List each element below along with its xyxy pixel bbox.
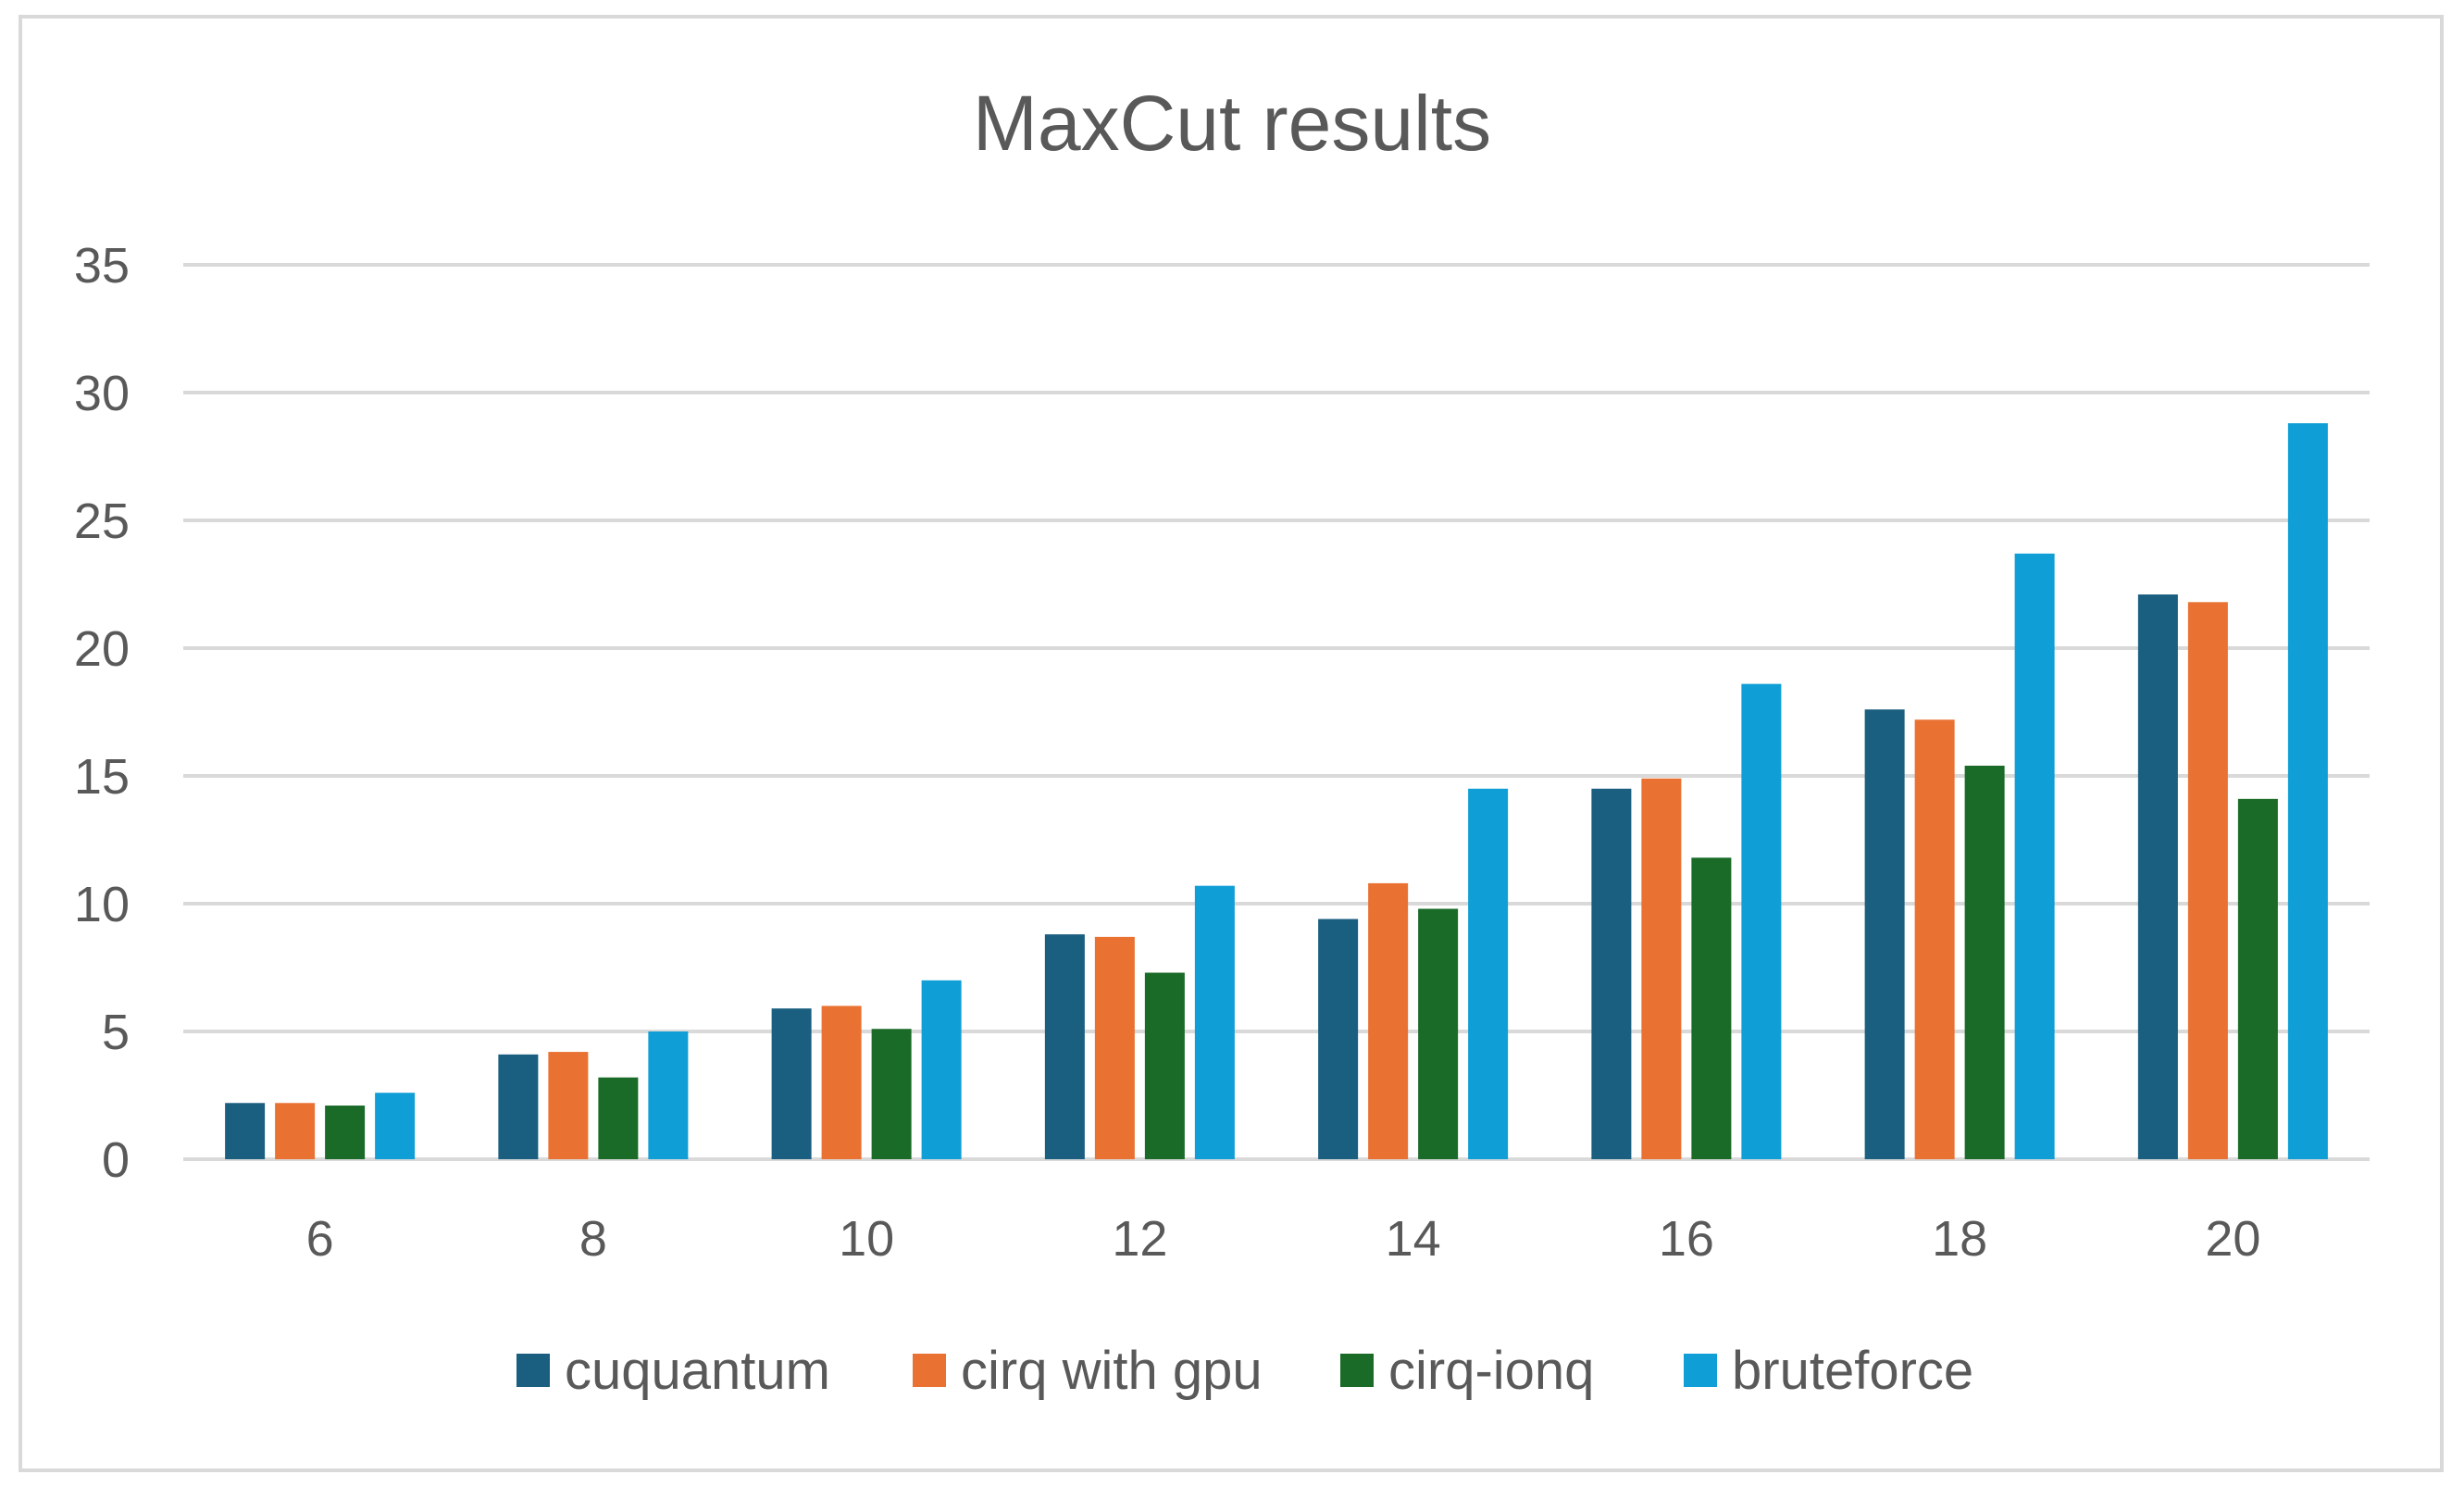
- bar-bruteforce-18: [2014, 553, 2055, 1159]
- bar-bruteforce-20: [2287, 423, 2328, 1159]
- bar-cuquantum-14: [1318, 918, 1359, 1159]
- bar-cirq-ionq-6: [325, 1106, 366, 1159]
- bar-cirq-ionq-16: [1691, 857, 1732, 1159]
- bar-cirq-with-gpu-10: [821, 1006, 862, 1159]
- legend-swatch: [516, 1354, 550, 1387]
- bar-bruteforce-16: [1741, 683, 1782, 1159]
- x-tick-label: 16: [1659, 1211, 1714, 1267]
- bar-cirq-with-gpu-12: [1094, 936, 1135, 1159]
- x-tick-label: 18: [1932, 1211, 1987, 1267]
- bar-bruteforce-6: [375, 1093, 416, 1159]
- y-tick-label: 10: [74, 877, 130, 932]
- x-tick-label: 10: [839, 1211, 894, 1267]
- bar-cirq-with-gpu-20: [2187, 602, 2228, 1159]
- bar-cirq-with-gpu-8: [548, 1052, 589, 1159]
- y-tick-label: 30: [74, 366, 130, 421]
- bar-cirq-ionq-12: [1144, 972, 1185, 1159]
- legend: cuquantum cirq with gpu cirq-ionq bruteforc…: [516, 1341, 1973, 1401]
- bar-cirq-ionq-10: [871, 1029, 912, 1159]
- legend-swatch: [1684, 1354, 1717, 1387]
- bar-cuquantum-12: [1044, 934, 1085, 1159]
- bar-cirq-ionq-14: [1418, 908, 1459, 1159]
- y-tick-label: 0: [102, 1132, 130, 1188]
- bar-bruteforce-14: [1468, 788, 1509, 1159]
- y-tick-label: 35: [74, 238, 130, 294]
- bar-cirq-ionq-20: [2237, 798, 2278, 1159]
- x-tick-label: 12: [1112, 1211, 1167, 1267]
- legend-swatch: [913, 1354, 946, 1387]
- x-tick-label: 6: [306, 1211, 334, 1267]
- x-tick-label: 8: [579, 1211, 607, 1267]
- bar-cirq-with-gpu-6: [275, 1103, 316, 1159]
- bar-cirq-ionq-8: [598, 1077, 639, 1159]
- legend-label: cirq with gpu: [961, 1341, 1263, 1401]
- y-tick-label: 5: [102, 1005, 130, 1060]
- legend-label: bruteforce: [1732, 1341, 1973, 1401]
- bars: [225, 423, 2328, 1159]
- bar-cuquantum-16: [1591, 788, 1632, 1159]
- bar-bruteforce-10: [921, 980, 962, 1159]
- y-tick-label: 25: [74, 494, 130, 549]
- bar-cuquantum-10: [771, 1008, 812, 1159]
- y-axis-ticks: 0 5 10 15 20 25 30 35: [74, 238, 130, 1188]
- legend-label: cuquantum: [565, 1341, 830, 1401]
- bar-cirq-with-gpu-16: [1641, 778, 1682, 1159]
- x-tick-label: 14: [1386, 1211, 1441, 1267]
- bar-cuquantum-6: [225, 1103, 266, 1159]
- x-axis-ticks: 6 8 10 12 14 16 18 20: [306, 1211, 2261, 1267]
- x-tick-label: 20: [2205, 1211, 2260, 1267]
- legend-swatch: [1340, 1354, 1374, 1387]
- bar-bruteforce-8: [648, 1031, 689, 1159]
- bar-cirq-with-gpu-18: [1914, 719, 1955, 1159]
- gridlines: [183, 263, 2370, 1161]
- chart-title: MaxCut results: [973, 80, 1491, 167]
- legend-label: cirq-ionq: [1388, 1341, 1594, 1401]
- bar-cuquantum-20: [2137, 594, 2178, 1159]
- y-tick-label: 15: [74, 749, 130, 805]
- y-tick-label: 20: [74, 621, 130, 677]
- bar-cirq-ionq-18: [1964, 765, 2005, 1159]
- bar-cuquantum-18: [1864, 709, 1905, 1159]
- bar-bruteforce-12: [1194, 885, 1235, 1159]
- bar-cuquantum-8: [498, 1054, 539, 1159]
- bar-cirq-with-gpu-14: [1368, 882, 1409, 1159]
